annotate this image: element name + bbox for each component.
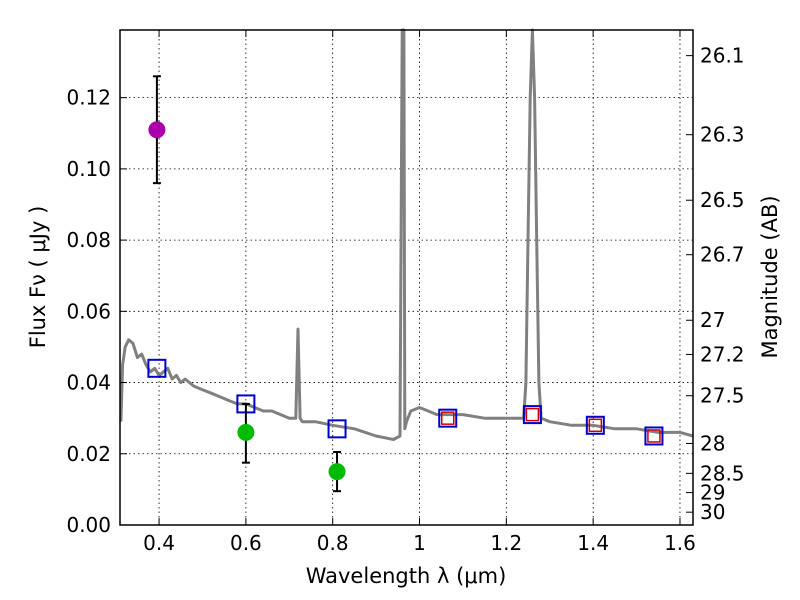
y2-tick-label: 28.5 [700, 461, 745, 485]
model-photometry-square [327, 419, 347, 439]
detection-magenta-point [148, 121, 166, 139]
y-tick-label: 0.00 [66, 513, 111, 537]
model-photometry-square [585, 415, 605, 435]
detections-green-point [328, 463, 346, 481]
y-tick-label: 0.10 [66, 157, 111, 181]
observed-photometry-square [588, 418, 603, 433]
y-tick-label: 0.04 [66, 371, 111, 395]
y-axis-label: Flux Fν ( μJy ) [26, 206, 50, 349]
x-tick-label: 1.4 [577, 531, 609, 555]
y2-tick-label: 26.1 [700, 44, 745, 68]
y2-tick-label: 26.7 [700, 243, 745, 267]
grid-lines [120, 30, 693, 526]
observed-photometry-square [525, 407, 540, 422]
x-axis-label: Wavelength λ (μm) [306, 564, 507, 588]
model-photometry-square [147, 358, 167, 378]
y-tick-label: 0.06 [66, 299, 111, 323]
detections-green-point [237, 423, 255, 441]
y2-axis-label: Magnitude (AB) [758, 195, 782, 358]
model-photometry-square [438, 408, 458, 428]
y2-tick-label: 28 [700, 431, 725, 455]
x-tick-label: 1 [413, 531, 426, 555]
x-tick-label: 0.8 [317, 531, 349, 555]
x-tick-label: 0.6 [230, 531, 262, 555]
spectrum-line [119, 28, 694, 441]
y2-tick-label: 26.3 [700, 123, 745, 147]
y2-tick-label: 27.2 [700, 342, 745, 366]
observed-photometry-square [440, 411, 455, 425]
series-layer [119, 28, 694, 493]
observed-photometry-square [647, 429, 661, 443]
x-tick-label: 0.4 [143, 531, 175, 555]
y2-tick-label: 29 [700, 481, 725, 505]
plot-frame [119, 29, 694, 526]
y2-tick-label: 26.5 [700, 188, 745, 212]
y2-tick-label: 27.5 [700, 384, 745, 408]
model-photometry-square [644, 426, 664, 446]
y-tick-label: 0.02 [66, 442, 111, 466]
model-photometry-square [522, 405, 542, 425]
y-tick-label: 0.12 [66, 86, 111, 110]
y2-tick-label: 27 [700, 308, 725, 332]
y-tick-label: 0.08 [66, 228, 111, 252]
x-tick-label: 1.6 [664, 531, 696, 555]
y2-tick-label: 30 [700, 500, 725, 524]
axis-ticks: 0.4 0.6 0.8 1 1.2 1.4 1.6 0.00 0.02 0.04 0.06 0.08 0… [66, 30, 745, 555]
x-tick-label: 1.2 [490, 531, 522, 555]
